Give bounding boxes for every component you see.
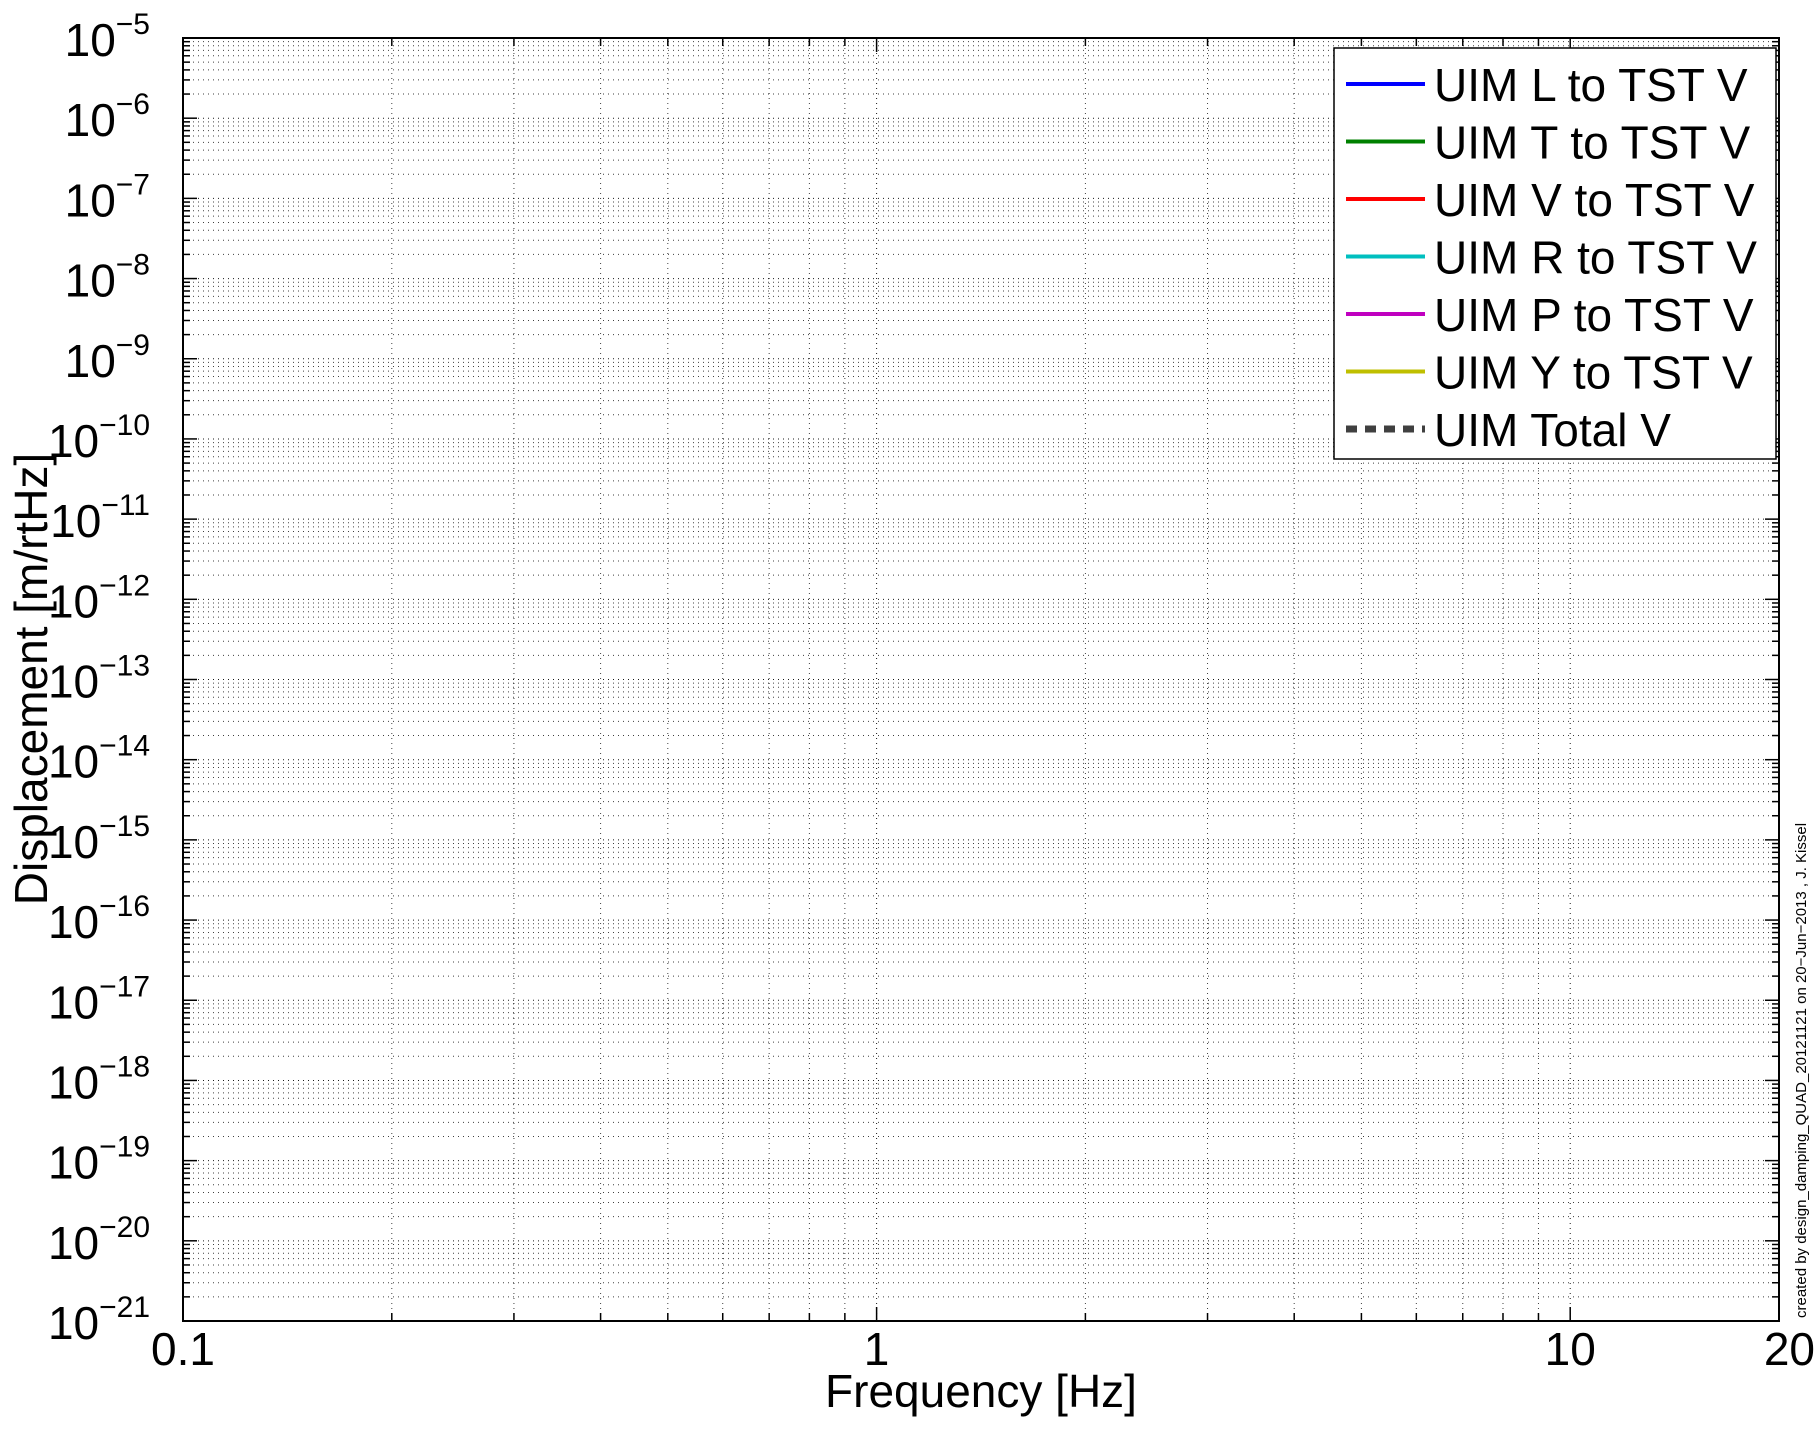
y-tick-label: 10−10 [48,409,150,467]
y-tick-label: 10−5 [65,8,150,66]
legend-box [1333,47,1777,460]
x-tick-label: 20 [1764,1323,1815,1375]
y-tick-label: 10−13 [48,650,150,708]
x-axis-label: Frequency [Hz] [825,1365,1137,1417]
y-tick-labels: 10−21 10−20 10−19 10−18 10−17 10−16 10−15 10−14… [48,8,150,1349]
y-tick-label: 10−7 [65,168,150,226]
x-tick-label: 10 [1545,1323,1596,1375]
legend-label: UIM P to TST V [1434,289,1754,341]
y-tick-label: 10−9 [65,329,150,387]
y-tick-label: 10−11 [50,489,150,547]
y-axis-label: Displacement [m/rtHz] [5,453,57,905]
y-tick-label: 10−15 [48,810,150,868]
y-tick-label: 10−17 [48,970,150,1028]
y-tick-label: 10−14 [48,730,150,788]
legend-label: UIM L to TST V [1434,59,1748,111]
legend-label: UIM V to TST V [1434,174,1755,226]
y-tick-label: 10−19 [48,1131,150,1189]
y-tick-label: 10−21 [48,1291,150,1349]
plot-annotation: created by design_damping_QUAD_20121121 … [1793,823,1810,1318]
legend-label: UIM Y to TST V [1434,347,1753,399]
legend-label: UIM R to TST V [1434,232,1757,284]
y-tick-label: 10−8 [65,249,150,307]
y-tick-label: 10−12 [48,569,150,627]
x-tick-labels: 0.1 1 10 20 [151,1323,1815,1375]
legend-label: UIM T to TST V [1434,117,1750,169]
legend-label: UIM Total V [1434,404,1671,456]
x-tick-label: 1 [864,1323,890,1375]
y-tick-label: 10−18 [48,1050,150,1108]
y-tick-label: 10−6 [65,88,150,146]
y-tick-label: 10−20 [48,1211,150,1269]
x-tick-label: 0.1 [151,1323,215,1375]
y-tick-label: 10−16 [48,890,150,948]
